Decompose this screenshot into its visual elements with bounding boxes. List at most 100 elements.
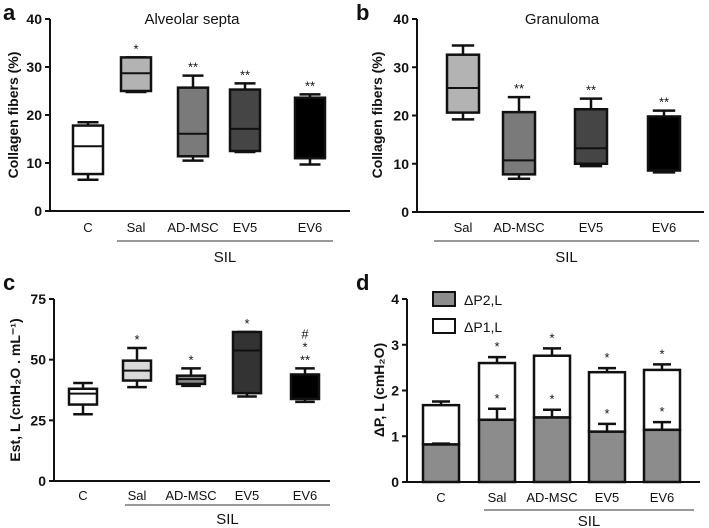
chart-title: Alveolar septa [144, 11, 240, 28]
significance-mark: ** [240, 67, 250, 82]
y-tick-label: 10 [26, 155, 42, 171]
bar-segment-dp2 [421, 443, 461, 484]
x-tick-label: AD-MSC [526, 490, 577, 505]
x-tick-label: AD-MSC [165, 488, 216, 503]
y-tick-label: 40 [393, 11, 409, 27]
x-tick-label: EV5 [595, 490, 620, 505]
box-EV5: ** [228, 67, 262, 154]
significance-mark: * [302, 339, 307, 354]
bar-segment-dp2 [587, 430, 627, 484]
legend-swatch [432, 291, 456, 307]
box-EV6: ***# [289, 326, 321, 404]
x-tick-label: EV5 [233, 220, 258, 235]
legend-label: ΔP2,L [464, 292, 502, 308]
significance-mark: * [134, 332, 139, 347]
panel-letter: d [356, 270, 369, 295]
box-Sal [445, 44, 481, 121]
x-tick-label: Sal [128, 488, 147, 503]
significance-mark: * [549, 392, 554, 407]
bar-segment-dp2 [642, 428, 682, 484]
significance-mark: * [494, 339, 499, 354]
group-label: SIL [555, 249, 578, 266]
legend: ΔP2,L ΔP1,L [432, 291, 502, 335]
chart-title: Granuloma [525, 11, 600, 28]
box [289, 373, 321, 401]
group-label: SIL [214, 249, 237, 266]
box-EV6: ** [646, 95, 682, 174]
bar-segment-dp1 [532, 354, 572, 419]
y-tick-label: 30 [26, 59, 42, 75]
y-tick-label: 20 [26, 107, 42, 123]
bar-segment-dp2 [532, 416, 572, 484]
box [646, 115, 682, 172]
x-tick-label: C [78, 488, 87, 503]
y-tick-label: 1 [391, 428, 399, 444]
y-tick-label: 50 [30, 352, 46, 368]
significance-mark: * [659, 404, 664, 419]
bar-segment-dp1 [477, 361, 517, 422]
x-tick-label: C [83, 220, 92, 235]
box [231, 330, 263, 395]
significance-mark: ** [659, 95, 669, 110]
x-tick-label: Sal [127, 220, 146, 235]
box-EV6: ** [293, 78, 327, 166]
y-axis-label: Collagen fibers (%) [369, 52, 385, 179]
x-tick-label: EV6 [650, 490, 675, 505]
box [67, 387, 99, 406]
box [176, 86, 210, 158]
bar-AD-MSC: ** [532, 330, 572, 484]
box-C [71, 120, 105, 182]
box [293, 96, 327, 160]
box [71, 124, 105, 176]
panel-letter: c [3, 270, 15, 295]
panel-letter: b [356, 0, 369, 25]
significance-mark: * [604, 350, 609, 365]
significance-mark: ** [300, 352, 310, 367]
x-tick-label: EV6 [298, 220, 323, 235]
y-axis-label: Collagen fibers (%) [5, 52, 21, 179]
y-tick-label: 0 [34, 203, 42, 219]
group-label: SIL [578, 513, 601, 528]
significance-mark: ** [586, 83, 596, 98]
y-tick-label: 0 [391, 474, 399, 490]
y-axis-label: ΔP, L (cmH₂O) [371, 343, 387, 437]
box-EV5: * [231, 316, 263, 398]
bar-EV6: ** [642, 346, 682, 484]
panel-b: b Granuloma Collagen fibers (%) 0 10 20 30 40 Sa… [356, 0, 704, 266]
y-tick-label: 20 [393, 108, 409, 124]
x-tick-label: AD-MSC [167, 220, 218, 235]
y-tick-label: 75 [30, 291, 46, 307]
y-tick-label: 0 [38, 473, 46, 489]
box-C [67, 381, 99, 416]
y-tick-label: 40 [26, 11, 42, 27]
x-tick-label: Sal [454, 220, 473, 235]
x-tick-label: Sal [488, 490, 507, 505]
bar-C [421, 400, 461, 484]
significance-mark: * [244, 316, 249, 331]
significance-mark: # [301, 326, 309, 341]
significance-mark: * [133, 41, 138, 56]
significance-mark: * [604, 406, 609, 421]
bar-segment-dp2 [477, 418, 517, 484]
box [445, 53, 481, 114]
box [573, 107, 609, 165]
y-tick-label: 3 [391, 337, 399, 353]
y-tick-label: 0 [401, 204, 409, 220]
y-tick-label: 30 [393, 59, 409, 75]
legend-label: ΔP1,L [464, 319, 502, 335]
y-tick-label: 10 [393, 156, 409, 172]
box [228, 88, 262, 153]
y-tick-label: 4 [391, 291, 399, 307]
panel-c: c Est, L (cmH₂O . mL⁻¹) 0 25 50 75 C Sal AD-MSC E… [3, 270, 330, 528]
x-tick-label: AD-MSC [493, 220, 544, 235]
significance-mark: * [549, 330, 554, 345]
significance-mark: ** [514, 81, 524, 96]
bar-EV5: ** [587, 350, 627, 484]
box-AD-MSC: ** [501, 81, 537, 180]
panel-letter: a [3, 0, 16, 25]
box-EV5: ** [573, 83, 609, 168]
bar-segment-dp1 [421, 403, 461, 446]
x-tick-label: C [436, 490, 445, 505]
